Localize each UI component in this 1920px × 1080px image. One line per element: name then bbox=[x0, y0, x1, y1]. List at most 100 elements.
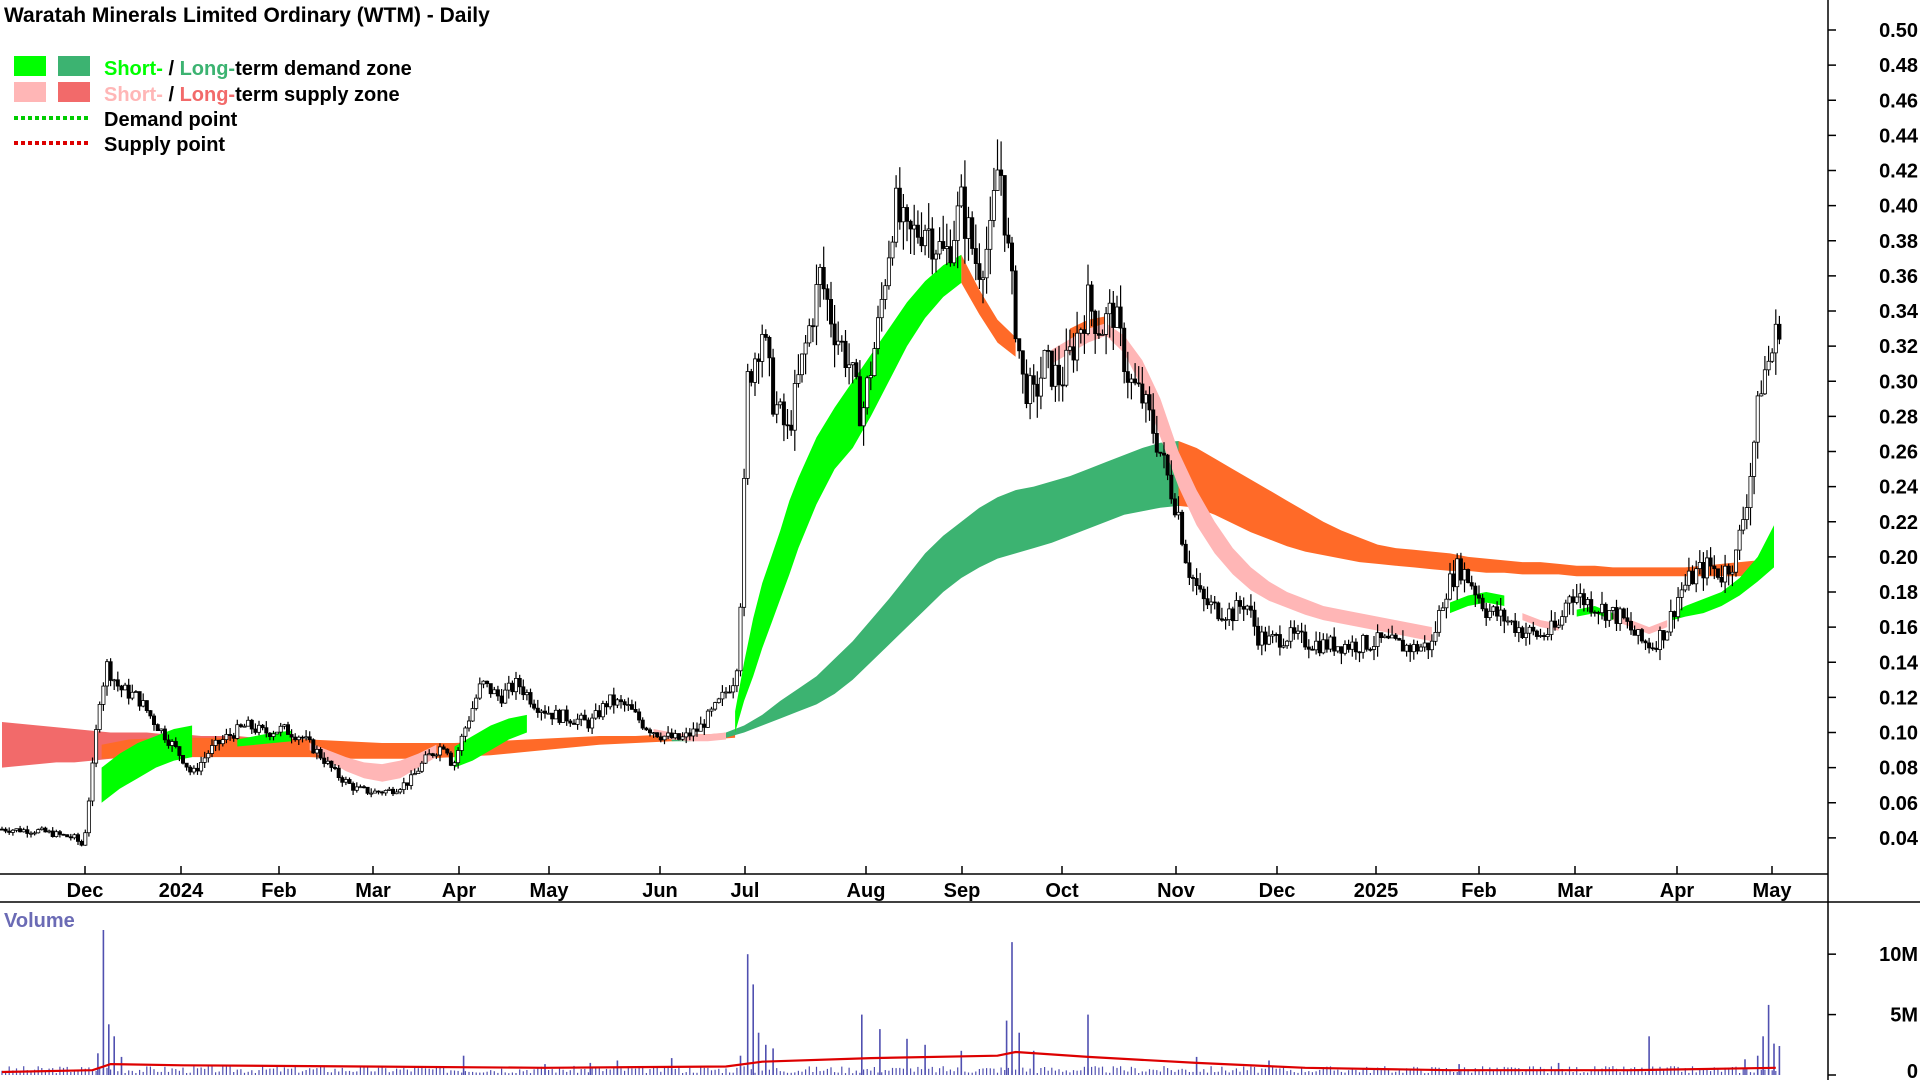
candle-body bbox=[1078, 329, 1083, 334]
candle-body bbox=[441, 746, 446, 750]
candle-body bbox=[727, 691, 732, 694]
short-demand-zone bbox=[1672, 525, 1774, 621]
candle-body bbox=[94, 729, 99, 764]
candle-body bbox=[1632, 629, 1637, 636]
candle-body bbox=[517, 678, 522, 688]
candle-body bbox=[231, 735, 236, 739]
candle-body bbox=[1035, 383, 1040, 397]
candle-body bbox=[1372, 646, 1377, 650]
candle-body bbox=[354, 786, 359, 791]
time-tick-label: Mar bbox=[355, 880, 391, 902]
candle-body bbox=[1502, 609, 1507, 622]
candle-body bbox=[1730, 571, 1735, 575]
legend-swatch-short-supply bbox=[14, 82, 46, 102]
candle-body bbox=[1477, 594, 1482, 599]
candle-body bbox=[1469, 582, 1474, 587]
candle-body bbox=[1317, 640, 1322, 654]
candle-body bbox=[1592, 611, 1597, 614]
candle-body bbox=[1614, 607, 1619, 624]
candle-body bbox=[1379, 632, 1384, 639]
candle-body bbox=[695, 728, 700, 732]
candle-body bbox=[1625, 617, 1630, 622]
candle-body bbox=[1752, 441, 1757, 477]
candle-body bbox=[988, 219, 993, 250]
candle-body bbox=[1111, 302, 1116, 328]
candle-body bbox=[1708, 557, 1713, 567]
candle-body bbox=[351, 783, 356, 791]
legend-supply-zone: Short- / Long-term supply zone bbox=[104, 84, 400, 106]
candle-body bbox=[416, 770, 421, 775]
candle-body bbox=[1505, 620, 1510, 623]
candle-body bbox=[785, 424, 790, 427]
candle-body bbox=[0, 828, 5, 831]
candle-body bbox=[130, 691, 135, 699]
candle-body bbox=[191, 767, 196, 773]
candle-body bbox=[133, 691, 138, 693]
candle-body bbox=[1440, 607, 1445, 612]
candle-body bbox=[894, 187, 899, 243]
candle-body bbox=[1516, 627, 1521, 633]
candle-body bbox=[1574, 596, 1579, 603]
candle-body bbox=[749, 371, 754, 383]
volume-tick-label: 10M bbox=[1879, 944, 1918, 966]
candle-body bbox=[57, 831, 62, 835]
chart-title: Waratah Minerals Limited Ordinary (WTM) … bbox=[4, 4, 490, 27]
candle-body bbox=[506, 682, 511, 691]
candle-body bbox=[633, 709, 638, 713]
long-demand-zone bbox=[671, 441, 1179, 742]
candle-body bbox=[1610, 607, 1615, 611]
candle-body bbox=[1075, 332, 1080, 361]
candle-body bbox=[1607, 610, 1612, 621]
price-tick-label: 0.38 bbox=[1879, 231, 1918, 253]
candle-body bbox=[1020, 350, 1025, 375]
candle-body bbox=[1473, 585, 1478, 596]
candle-body bbox=[123, 684, 128, 691]
candle-body bbox=[405, 782, 410, 786]
candle-body bbox=[934, 253, 939, 260]
candle-body bbox=[843, 340, 848, 368]
price-tick-label: 0.28 bbox=[1879, 406, 1918, 428]
candle-body bbox=[582, 714, 587, 721]
candle-body bbox=[1201, 588, 1206, 600]
candle-body bbox=[984, 248, 989, 279]
candle-body bbox=[839, 340, 844, 343]
candle-body bbox=[847, 364, 852, 368]
candle-body bbox=[1571, 596, 1576, 603]
candle-body bbox=[65, 834, 70, 838]
candle-body bbox=[1263, 631, 1268, 645]
candle-body bbox=[1715, 568, 1720, 578]
candle-body bbox=[742, 477, 747, 608]
candle-body bbox=[217, 739, 222, 745]
candle-body bbox=[1734, 549, 1739, 573]
candle-body bbox=[1267, 635, 1272, 645]
candle-body bbox=[1455, 558, 1460, 588]
volume-panel: 10M 5M 0 bbox=[1, 930, 1918, 1080]
candle-body bbox=[745, 371, 750, 479]
candle-body bbox=[340, 777, 345, 783]
candle-body bbox=[1133, 378, 1138, 384]
candle-body bbox=[1629, 621, 1634, 631]
candle-body bbox=[1581, 593, 1586, 606]
candle-body bbox=[470, 708, 475, 722]
candle-body bbox=[372, 790, 377, 794]
candle-body bbox=[1346, 644, 1351, 650]
candle-body bbox=[213, 739, 218, 746]
candle-body bbox=[1484, 608, 1489, 618]
candle-body bbox=[260, 724, 265, 729]
candle-body bbox=[1125, 371, 1130, 383]
candle-body bbox=[1567, 596, 1572, 604]
candle-body bbox=[79, 841, 84, 846]
candle-body bbox=[1480, 597, 1485, 610]
candle-body bbox=[528, 692, 533, 705]
price-tick-label: 0.20 bbox=[1879, 547, 1918, 569]
candle-body bbox=[1180, 511, 1185, 545]
candle-body bbox=[1060, 384, 1065, 387]
candle-body bbox=[832, 323, 837, 346]
candle-body bbox=[155, 724, 160, 731]
candle-body bbox=[466, 720, 471, 729]
candle-body bbox=[1719, 577, 1724, 583]
candle-body bbox=[144, 700, 149, 711]
candle-body bbox=[1049, 350, 1054, 387]
candle-body bbox=[651, 732, 656, 735]
candle-body bbox=[1350, 641, 1355, 650]
